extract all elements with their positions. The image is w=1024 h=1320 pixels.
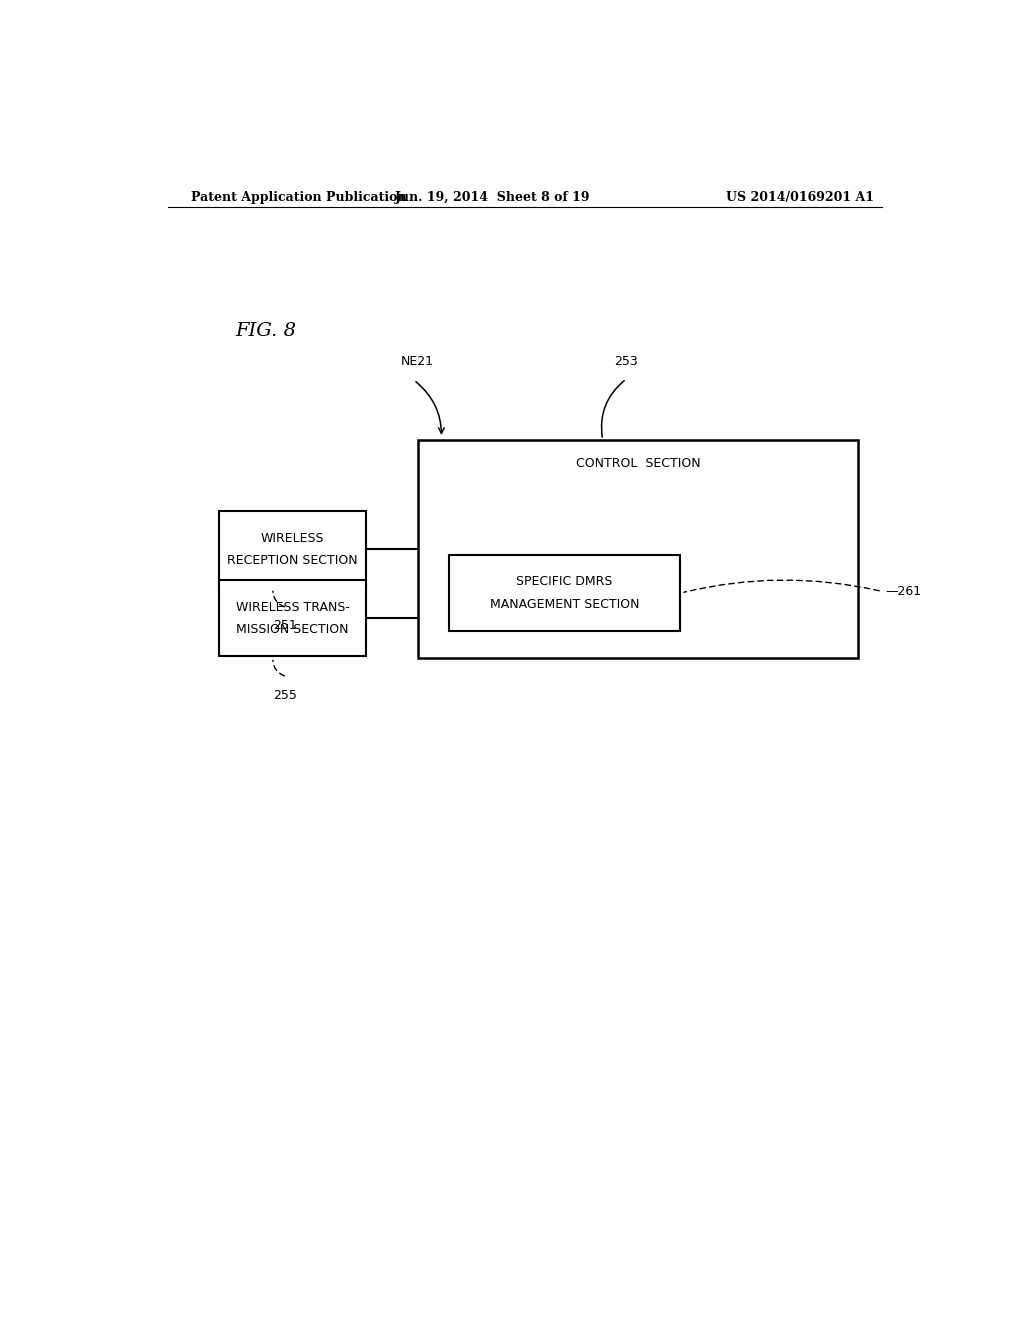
Bar: [219, 511, 367, 587]
Text: NE21: NE21: [401, 355, 434, 368]
Text: Jun. 19, 2014  Sheet 8 of 19: Jun. 19, 2014 Sheet 8 of 19: [395, 190, 591, 203]
Text: WIRELESS TRANS-: WIRELESS TRANS-: [236, 601, 349, 614]
Text: —261: —261: [886, 585, 922, 598]
Text: MANAGEMENT SECTION: MANAGEMENT SECTION: [489, 598, 639, 611]
Text: 255: 255: [272, 689, 297, 701]
Text: 253: 253: [614, 355, 638, 368]
Text: RECEPTION SECTION: RECEPTION SECTION: [227, 554, 358, 566]
Text: Patent Application Publication: Patent Application Publication: [191, 190, 407, 203]
Text: CONTROL  SECTION: CONTROL SECTION: [575, 457, 700, 470]
Bar: [450, 554, 680, 631]
Text: US 2014/0169201 A1: US 2014/0169201 A1: [726, 190, 873, 203]
Text: MISSION SECTION: MISSION SECTION: [237, 623, 349, 636]
Text: FIG. 8: FIG. 8: [236, 322, 296, 341]
Text: 251: 251: [272, 619, 297, 632]
Bar: [219, 581, 367, 656]
Text: WIRELESS: WIRELESS: [261, 532, 325, 545]
Text: SPECIFIC DMRS: SPECIFIC DMRS: [516, 576, 612, 589]
Bar: [418, 440, 858, 659]
